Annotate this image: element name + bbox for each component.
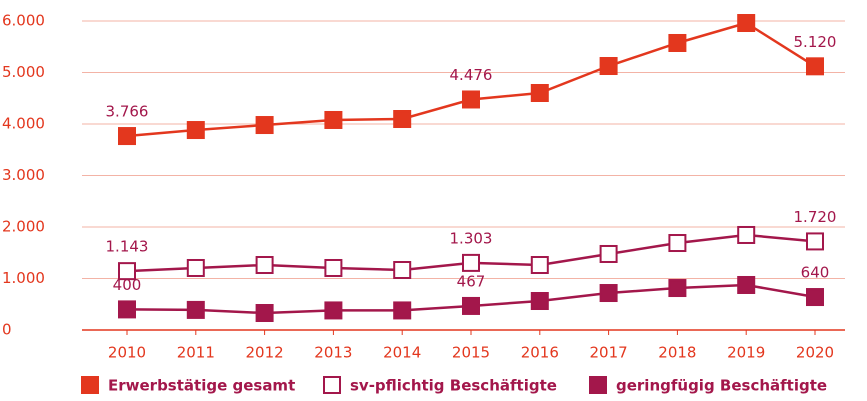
x-tick-label: 2017 xyxy=(590,344,628,362)
marker xyxy=(599,284,618,303)
legend-marker xyxy=(589,376,607,394)
legend-label: Erwerbstätige gesamt xyxy=(108,377,295,395)
y-tick-label: 6.000 xyxy=(2,12,45,30)
marker xyxy=(186,300,205,319)
y-tick-label: 5.000 xyxy=(2,63,45,81)
data-label: 640 xyxy=(801,264,830,282)
marker xyxy=(737,14,756,33)
marker xyxy=(462,90,480,109)
x-tick-label: 2020 xyxy=(796,344,834,362)
marker xyxy=(530,256,549,275)
marker xyxy=(599,57,618,76)
marker xyxy=(393,261,412,280)
marker xyxy=(186,121,205,140)
y-tick-label: 1.000 xyxy=(2,269,45,287)
x-tick-label: 2010 xyxy=(108,344,146,362)
y-tick-label: 3.000 xyxy=(2,166,45,184)
marker xyxy=(324,258,343,277)
marker xyxy=(324,301,343,320)
marker xyxy=(806,57,824,76)
x-tick-label: 2012 xyxy=(246,344,284,362)
marker xyxy=(806,232,824,251)
x-tick-label: 2019 xyxy=(727,344,765,362)
marker xyxy=(118,300,136,319)
marker xyxy=(806,288,824,307)
marker xyxy=(462,253,480,272)
x-tick-label: 2014 xyxy=(383,344,421,362)
x-tick-label: 2015 xyxy=(452,344,490,362)
legend-label: geringfügig Beschäftigte xyxy=(616,377,827,395)
data-label: 1.143 xyxy=(106,238,149,256)
marker xyxy=(118,127,136,146)
x-tick-label: 2011 xyxy=(177,344,215,362)
data-label: 3.766 xyxy=(106,103,149,121)
marker xyxy=(737,275,756,294)
marker xyxy=(530,83,549,102)
legend-marker xyxy=(81,376,99,394)
x-tick-label: 2013 xyxy=(314,344,352,362)
y-tick-label: 0 xyxy=(2,321,12,339)
marker xyxy=(393,301,412,320)
marker xyxy=(668,279,687,298)
data-label: 4.476 xyxy=(450,66,493,84)
marker xyxy=(186,258,205,277)
data-label: 1.303 xyxy=(450,229,493,247)
legend-label: sv-pflichtig Beschäftigte xyxy=(350,377,557,395)
y-tick-label: 4.000 xyxy=(2,115,45,133)
marker xyxy=(462,296,480,315)
data-label: 400 xyxy=(113,276,142,294)
data-label: 5.120 xyxy=(794,33,837,51)
y-tick-label: 2.000 xyxy=(2,218,45,236)
data-label: 1.720 xyxy=(794,208,837,226)
marker xyxy=(530,292,549,311)
marker xyxy=(118,262,136,281)
marker xyxy=(668,33,687,52)
marker xyxy=(324,110,343,129)
marker xyxy=(737,225,756,244)
data-label: 467 xyxy=(457,272,486,290)
x-tick-label: 2016 xyxy=(521,344,559,362)
marker xyxy=(668,234,687,253)
marker xyxy=(599,244,618,263)
marker xyxy=(255,256,274,275)
x-tick-label: 2018 xyxy=(658,344,696,362)
legend-marker xyxy=(323,376,341,394)
marker xyxy=(255,304,274,323)
marker xyxy=(393,110,412,129)
marker xyxy=(255,116,274,135)
